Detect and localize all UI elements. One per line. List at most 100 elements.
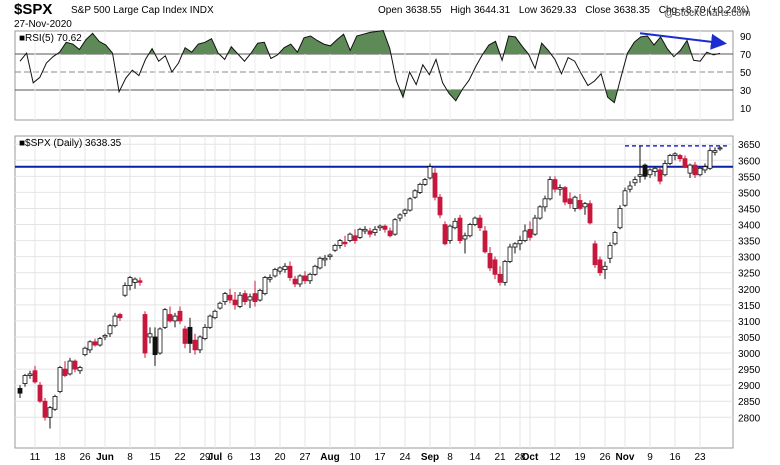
chg-value: +8.70 (+0.24%)	[680, 5, 750, 16]
date-tick-label: Jun	[96, 452, 114, 463]
candle-body	[582, 203, 588, 208]
candle-body	[177, 310, 183, 322]
candle	[662, 160, 668, 177]
candle	[687, 163, 693, 178]
company-label: S&P 500 Large Cap Index	[71, 5, 188, 16]
candle	[647, 168, 653, 178]
candle	[127, 275, 133, 291]
candle-body	[607, 245, 613, 259]
candle	[352, 229, 358, 244]
candle-body	[32, 370, 38, 383]
candle	[147, 327, 153, 344]
candle-body	[342, 241, 348, 245]
candle-body	[242, 293, 248, 303]
candle	[262, 275, 268, 296]
candle-body	[422, 179, 428, 185]
candle	[552, 176, 558, 193]
candle-body	[132, 278, 138, 283]
candle-body	[162, 309, 168, 328]
candle	[62, 361, 68, 378]
candle	[37, 381, 43, 403]
candle-body	[77, 367, 83, 372]
date-tick-label: 23	[694, 452, 706, 463]
candle-body	[437, 196, 443, 216]
candle-body	[272, 269, 278, 277]
candle	[177, 306, 183, 325]
candle-body	[57, 367, 63, 392]
low-label: Low	[518, 5, 538, 16]
candle-body	[657, 169, 663, 182]
candle-body	[297, 275, 303, 285]
date-tick-label: Sep	[421, 452, 439, 463]
price-legend: ■$SPX (Daily) 3638.35	[19, 138, 122, 149]
candle	[267, 274, 273, 283]
candle	[337, 238, 343, 249]
rsi-line	[19, 30, 721, 104]
candle	[542, 195, 548, 212]
rsi-tick-label: 10	[740, 104, 752, 115]
date-tick-label: 20	[274, 452, 286, 463]
candle-body	[407, 198, 413, 211]
candle-body	[22, 375, 28, 384]
candle	[102, 333, 108, 341]
date-tick-label: Jul	[208, 452, 223, 463]
date-tick-label: Nov	[616, 452, 635, 463]
candle	[572, 195, 578, 212]
price-tick-label: 2900	[738, 381, 761, 392]
chg-label: Chg	[658, 5, 678, 16]
candle	[602, 261, 608, 280]
price-tick-label: 2950	[738, 365, 761, 376]
candle	[537, 205, 543, 220]
date-tick-label: 18	[54, 452, 66, 463]
chart-date: 27-Nov-2020	[14, 19, 72, 30]
candle-body	[107, 325, 113, 335]
candle-body	[187, 326, 193, 344]
candle-body	[182, 328, 188, 344]
candle-body	[147, 333, 153, 338]
candle-body	[92, 341, 98, 346]
candle	[57, 365, 63, 394]
price-tick-label: 3200	[738, 285, 761, 296]
candle	[717, 146, 723, 151]
rsi-tick-label: 70	[740, 50, 752, 61]
candle	[72, 359, 78, 373]
candle-body	[637, 174, 643, 177]
candle	[77, 365, 83, 374]
candle	[592, 240, 598, 268]
candle-body	[192, 339, 198, 351]
date-tick-label: 9	[647, 452, 653, 463]
candle-body	[652, 167, 658, 172]
candle-body	[447, 225, 453, 241]
candle	[527, 221, 533, 241]
candle	[332, 243, 338, 252]
candle-body	[697, 167, 703, 176]
candle	[227, 288, 233, 304]
candle	[317, 256, 323, 270]
date-tick-label: 8	[127, 452, 133, 463]
candle	[412, 189, 418, 199]
candle	[612, 230, 618, 246]
candle-body	[387, 230, 393, 237]
candle	[327, 253, 333, 260]
candle-body	[402, 209, 408, 214]
ohlc-summary: Open 3638.55 High 3644.31 Low 3629.33 Close…	[372, 5, 749, 16]
candle	[197, 335, 203, 354]
price-frame-box	[14, 135, 734, 449]
candle-body	[557, 187, 563, 190]
candle	[557, 184, 563, 196]
close-label: Close	[585, 5, 611, 16]
candle	[442, 221, 448, 246]
candle-body	[642, 164, 648, 177]
candle-body	[277, 267, 283, 272]
candle	[97, 336, 103, 347]
price-tick-label: 3150	[738, 301, 761, 312]
candle-body	[702, 166, 708, 171]
date-tick-label: 28	[514, 452, 526, 463]
candle	[362, 226, 368, 235]
candle-body	[492, 259, 498, 275]
candle	[577, 194, 583, 211]
candle	[447, 224, 453, 244]
candle-body	[377, 225, 383, 229]
candle	[157, 327, 163, 355]
candle	[582, 202, 588, 215]
